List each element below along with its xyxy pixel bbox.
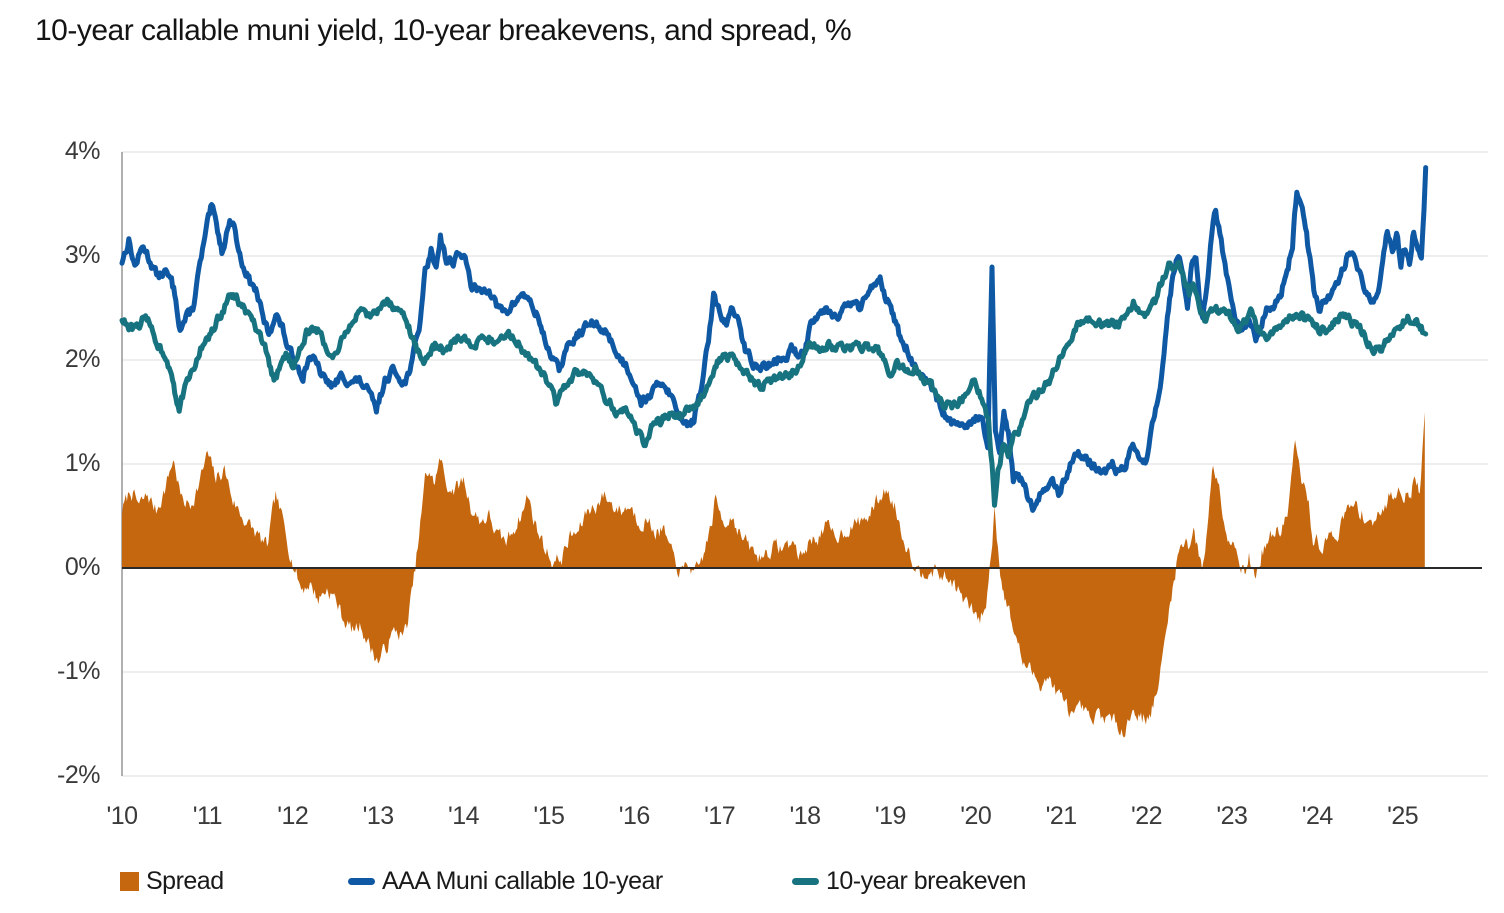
y-tick-label: -1% — [57, 657, 100, 685]
x-tick-label: '14 — [447, 802, 480, 830]
x-tick-label: '21 — [1045, 802, 1078, 830]
x-tick-label: '23 — [1216, 802, 1248, 830]
muni-line — [119, 165, 1429, 513]
x-tick-label: '22 — [1130, 802, 1163, 830]
x-tick-label: '25 — [1387, 802, 1419, 830]
y-tick-label: -2% — [57, 761, 100, 789]
y-tick-label: 2% — [64, 345, 101, 373]
x-tick-label: '10 — [106, 802, 138, 830]
x-tick-label: '18 — [789, 802, 821, 830]
x-tick-label: '19 — [874, 802, 907, 830]
x-tick-label: '11 — [192, 802, 223, 830]
y-tick-label: 3% — [64, 241, 101, 269]
y-tick-label: 0% — [64, 553, 101, 581]
y-tick-label: 4% — [64, 137, 101, 165]
x-tick-label: '15 — [533, 802, 565, 830]
chart-title: 10-year callable muni yield, 10-year bre… — [35, 14, 852, 47]
spread-area — [122, 412, 1425, 738]
x-tick-label: '17 — [704, 802, 736, 830]
x-tick-label: '13 — [362, 802, 395, 830]
y-tick-label: 1% — [64, 449, 101, 477]
x-tick-label: '24 — [1301, 802, 1334, 830]
breakeven-line — [119, 259, 1429, 508]
x-tick-label: '12 — [277, 802, 309, 830]
x-tick-label: '20 — [960, 802, 992, 830]
x-tick-label: '16 — [618, 802, 651, 830]
